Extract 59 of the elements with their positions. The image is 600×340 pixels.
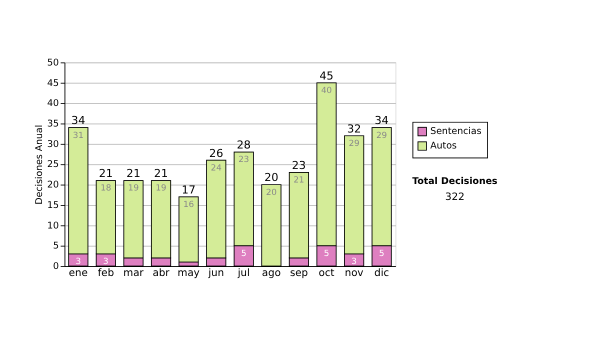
x-tick-label: nov bbox=[344, 268, 364, 279]
total-label: 20 bbox=[264, 171, 278, 184]
text: 322 bbox=[445, 192, 465, 203]
total-label: 45 bbox=[320, 69, 334, 82]
data-label: 3 bbox=[76, 256, 81, 266]
data-label: 5 bbox=[378, 248, 384, 258]
data-label: 29 bbox=[376, 130, 388, 140]
data-label: 40 bbox=[321, 84, 332, 95]
total-label: 34 bbox=[71, 114, 86, 128]
bar bbox=[178, 196, 199, 262]
y-tick-label: 30 bbox=[47, 138, 60, 150]
data-label: 29 bbox=[348, 138, 360, 148]
x-tick-label: dic bbox=[374, 268, 390, 279]
data-label: 5 bbox=[241, 248, 246, 258]
x-tick-label: may bbox=[178, 268, 200, 279]
total-label: 26 bbox=[209, 146, 224, 160]
data-label: 3 bbox=[103, 256, 109, 266]
y-tick-label: 25 bbox=[47, 159, 60, 170]
y-axis-title: Decisiones Anual bbox=[34, 124, 46, 205]
data-label: 24 bbox=[210, 162, 222, 172]
y-tick-label: 15 bbox=[47, 200, 60, 211]
data-label: 31 bbox=[72, 130, 84, 140]
x-tick-label: jul bbox=[236, 268, 250, 279]
data-label: 18 bbox=[100, 182, 112, 193]
data-label: 5 bbox=[324, 248, 330, 258]
x-tick-label: ago bbox=[262, 268, 281, 279]
y-tick-label: 5 bbox=[53, 240, 60, 252]
y-tick-label: 45 bbox=[47, 78, 60, 89]
x-tick-label: sep bbox=[290, 268, 308, 279]
total-label: 21 bbox=[98, 167, 113, 180]
total-label: 21 bbox=[154, 167, 168, 180]
text: Total Decisiones bbox=[412, 176, 498, 187]
data-label: 3 bbox=[351, 256, 357, 266]
x-tick-label: oct bbox=[318, 268, 334, 279]
total-label: 28 bbox=[236, 138, 251, 152]
data-label: 20 bbox=[266, 186, 277, 197]
legend-label: Autos bbox=[430, 140, 457, 152]
total-label: 17 bbox=[182, 183, 196, 196]
data-label: 19 bbox=[128, 182, 139, 193]
data-label: 21 bbox=[294, 174, 304, 185]
legend-label: Sentencias bbox=[430, 126, 482, 138]
x-tick-label: ene bbox=[68, 268, 88, 279]
y-tick-label: 20 bbox=[47, 180, 60, 191]
total-label: 34 bbox=[374, 114, 389, 128]
total-label: 32 bbox=[347, 122, 362, 136]
y-tick-label: 40 bbox=[47, 98, 60, 110]
data-label: 23 bbox=[238, 154, 250, 164]
y-tick-label: 35 bbox=[47, 118, 60, 130]
x-tick-label: mar bbox=[123, 268, 144, 279]
total-label: 21 bbox=[126, 167, 140, 180]
y-tick-label: 50 bbox=[47, 57, 60, 68]
x-tick-label: abr bbox=[152, 268, 170, 279]
data-label: 19 bbox=[156, 182, 166, 193]
y-tick-label: 0 bbox=[53, 261, 60, 272]
y-tick-label: 10 bbox=[47, 220, 60, 232]
data-label: 16 bbox=[183, 199, 194, 210]
x-tick-label: jun bbox=[207, 268, 224, 279]
x-tick-label: feb bbox=[98, 268, 114, 279]
total-label: 23 bbox=[292, 159, 306, 172]
